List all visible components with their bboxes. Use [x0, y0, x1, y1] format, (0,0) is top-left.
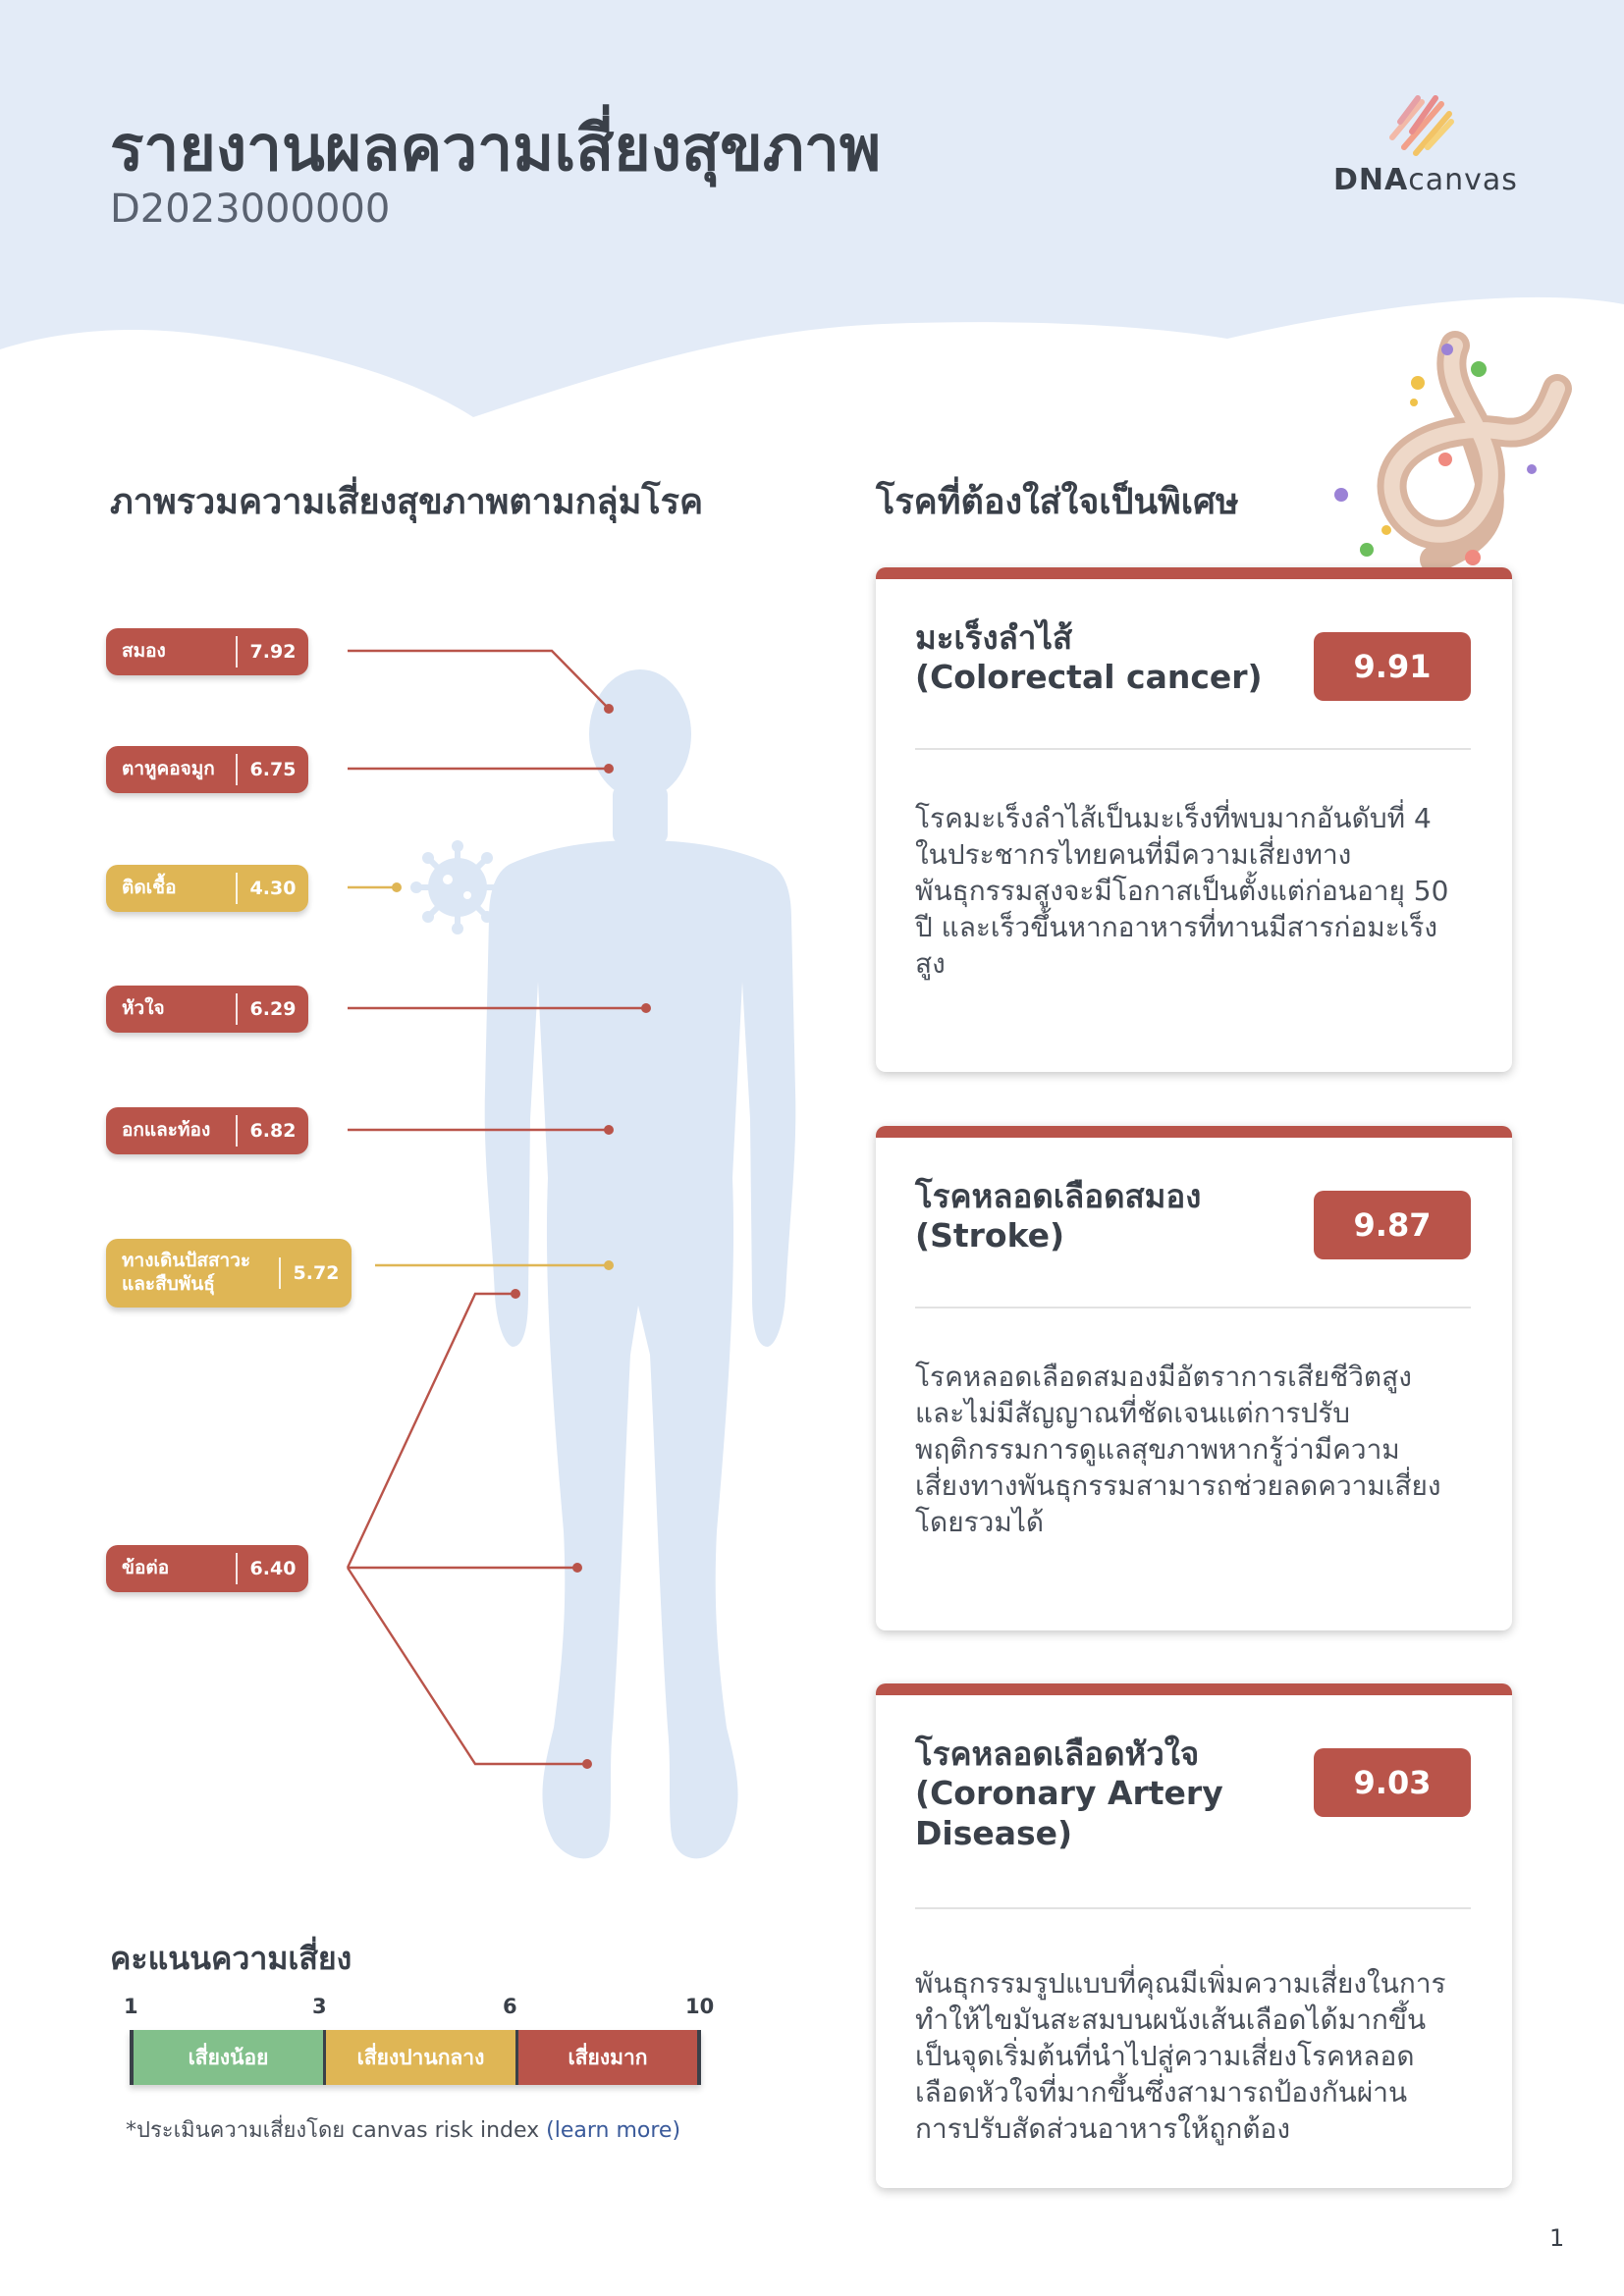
page-number: 1 [1549, 2224, 1565, 2252]
group-label: ตาหูคอจมูก [122, 758, 215, 780]
group-label: ติดเชื้อ [122, 877, 177, 899]
pill-divider [279, 1257, 281, 1289]
scale-tick-10: 10 [685, 1995, 715, 2018]
pill-divider [236, 1553, 238, 1584]
pill-divider [236, 754, 238, 785]
disease-card-coronary[interactable]: โรคหลอดเลือดหัวใจ (Coronary Artery Disea… [876, 1683, 1512, 2188]
group-label: ทางเดินปัสสาวะ และสืบพันธุ์ [122, 1250, 251, 1295]
pill-divider [236, 993, 238, 1025]
logo-bold: DNA [1333, 163, 1409, 197]
group-pill-ent[interactable]: ตาหูคอจมูก 6.75 [106, 746, 308, 793]
group-pill-brain[interactable]: สมอง 7.92 [106, 628, 308, 675]
group-score: 7.92 [249, 641, 297, 663]
card-score: 9.03 [1314, 1748, 1471, 1817]
scale-tick-6: 6 [503, 1995, 517, 2018]
card-divider [915, 748, 1471, 750]
group-pill-chest-abdomen[interactable]: อกและท้อง 6.82 [106, 1107, 308, 1154]
logo-light: canvas [1408, 163, 1518, 197]
card-divider [915, 1907, 1471, 1909]
disease-card-stroke[interactable]: โรคหลอดเลือดสมอง (Stroke) 9.87 โรคหลอดเล… [876, 1126, 1512, 1630]
report-id: D2023000000 [110, 187, 391, 232]
virus-icon [410, 840, 505, 934]
group-pill-infection[interactable]: ติดเชื้อ 4.30 [106, 865, 308, 912]
card-description: พันธุกรรมรูปแบบที่คุณมีเพิ่มความเสี่ยงใน… [915, 1967, 1446, 2145]
header-wave [0, 0, 1624, 417]
learn-more-link[interactable]: (learn more) [546, 2118, 681, 2143]
group-label: อกและท้อง [122, 1119, 211, 1142]
logo-mark [1389, 95, 1454, 156]
special-title: โรคที่ต้องใส่ใจเป็นพิเศษ [876, 482, 1239, 522]
group-pill-heart[interactable]: หัวใจ 6.29 [106, 986, 308, 1033]
group-score: 6.40 [249, 1558, 297, 1579]
connector-joint-hip [346, 1292, 515, 1569]
card-score: 9.91 [1314, 632, 1471, 701]
group-label: สมอง [122, 640, 166, 663]
card-title: มะเร็งลำไส้ (Colorectal cancer) [915, 618, 1263, 697]
card-score: 9.87 [1314, 1191, 1471, 1259]
scale-tick-1: 1 [124, 1995, 138, 2018]
risk-scale-bar: เสี่ยงน้อย เสี่ยงปานกลาง เสี่ยงมาก [130, 2030, 701, 2085]
connector-joint-ankle [346, 1567, 587, 1766]
body-silhouette [484, 669, 796, 1859]
connector-dots [392, 704, 651, 1769]
intestine-illustration [1334, 331, 1572, 573]
card-description: โรคหลอดเลือดสมองมีอัตราการเสียชีวิตสูงแล… [915, 1361, 1441, 1538]
group-score: 6.29 [249, 998, 297, 1020]
logo: DNAcanvas [1333, 163, 1518, 197]
segment-high: เสี่ยงมาก [518, 2030, 697, 2085]
card-title: โรคหลอดเลือดหัวใจ (Coronary Artery Disea… [915, 1735, 1223, 1852]
card-title: โรคหลอดเลือดสมอง (Stroke) [915, 1177, 1202, 1255]
pill-divider [236, 873, 238, 904]
connector-lines [346, 649, 646, 1766]
group-score: 5.72 [293, 1262, 340, 1284]
pill-divider [236, 1115, 238, 1147]
disease-card-colorectal[interactable]: มะเร็งลำไส้ (Colorectal cancer) 9.91 โรค… [876, 567, 1512, 1072]
group-label: ข้อต่อ [122, 1557, 170, 1579]
risk-note-text: *ประเมินความเสี่ยงโดย canvas risk index [126, 2118, 547, 2143]
group-pill-joint[interactable]: ข้อต่อ 6.40 [106, 1545, 308, 1592]
segment-medium: เสี่ยงปานกลาง [326, 2030, 518, 2085]
pill-divider [236, 636, 238, 667]
card-description: โรคมะเร็งลำไส้เป็นมะเร็งที่พบมากอันดับที… [915, 802, 1449, 980]
group-score: 6.75 [249, 759, 297, 780]
segment-low: เสี่ยงน้อย [134, 2030, 326, 2085]
group-pill-urinary-reproductive[interactable]: ทางเดินปัสสาวะ และสืบพันธุ์ 5.72 [106, 1239, 352, 1308]
connector-brain [348, 649, 610, 710]
group-score: 4.30 [249, 878, 297, 899]
scale-tick-3: 3 [312, 1995, 327, 2018]
group-label: หัวใจ [122, 997, 165, 1020]
legend-title: คะแนนความเสี่ยง [110, 1940, 352, 1977]
group-score: 6.82 [249, 1120, 297, 1142]
overview-title: ภาพรวมความเสี่ยงสุขภาพตามกลุ่มโรค [110, 482, 704, 522]
risk-note: *ประเมินความเสี่ยงโดย canvas risk index … [126, 2112, 680, 2147]
card-divider [915, 1307, 1471, 1308]
page-title: รายงานผลความเสี่ยงสุขภาพ [110, 113, 882, 186]
